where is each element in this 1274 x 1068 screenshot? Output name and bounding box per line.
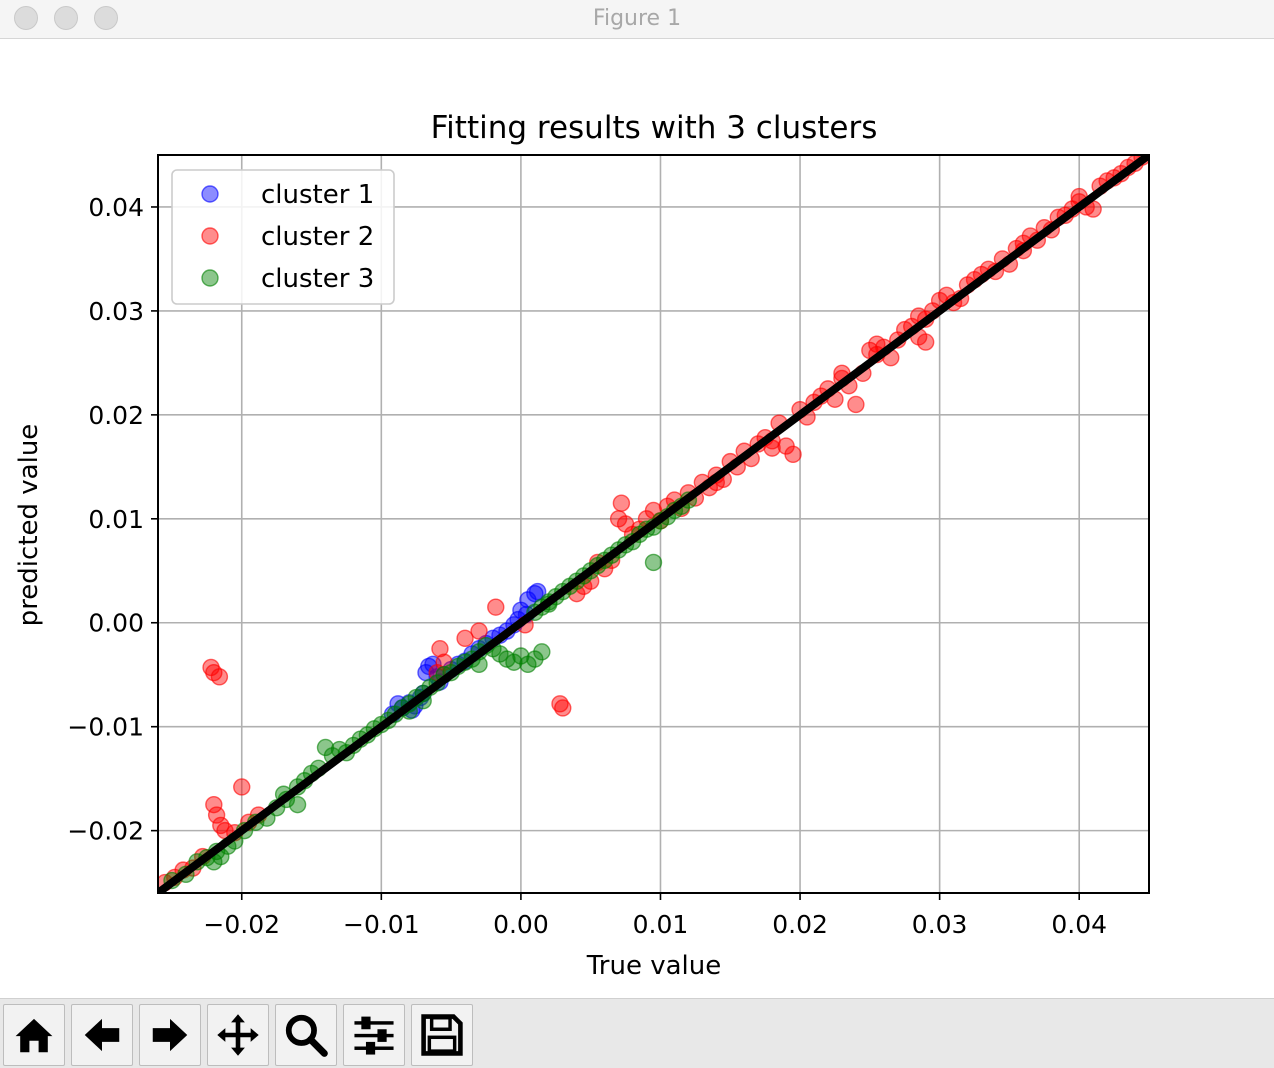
legend-label-cluster-3: cluster 3 xyxy=(261,264,374,294)
x-axis-label: True value xyxy=(586,951,722,981)
close-window-button[interactable] xyxy=(14,6,38,30)
forward-button[interactable] xyxy=(139,1004,201,1066)
scatter-point-cluster-2 xyxy=(868,335,886,353)
scatter-point-cluster-2 xyxy=(847,395,865,414)
home-icon xyxy=(15,1018,53,1053)
legend-marker-cluster-2 xyxy=(201,227,219,245)
save-button[interactable] xyxy=(411,1004,473,1066)
zoom-icon xyxy=(285,1014,328,1057)
y-tick-label: 0.00 xyxy=(88,609,144,638)
scatter-point-cluster-3 xyxy=(533,643,551,661)
scatter-point-cluster-1 xyxy=(526,584,544,603)
home-button[interactable] xyxy=(3,1004,65,1066)
back-button[interactable] xyxy=(71,1004,133,1066)
scatter-point-cluster-2 xyxy=(431,640,449,658)
back-arrow-icon xyxy=(84,1018,120,1052)
y-tick-label: −0.02 xyxy=(67,817,144,846)
figure-canvas: Fitting results with 3 clusters −0.02 −0.… xyxy=(14,110,1150,981)
scatter-point-cluster-2 xyxy=(916,333,935,351)
window-title: Figure 1 xyxy=(592,6,682,31)
x-tick-label: 0.04 xyxy=(1051,910,1107,939)
legend: cluster 1 cluster 2 cluster 3 xyxy=(171,169,395,305)
plot-area: −0.02 −0.01 0.00 0.01 0.02 0.03 0.04 −0.02 −0.01… xyxy=(67,154,1150,939)
y-tick-label: 0.01 xyxy=(88,505,144,534)
pan-icon xyxy=(217,1014,259,1056)
legend-label-cluster-2: cluster 2 xyxy=(261,222,374,252)
legend-marker-cluster-3 xyxy=(201,269,219,287)
scatter-point-cluster-2 xyxy=(456,629,474,648)
scatter-point-cluster-2 xyxy=(207,806,226,824)
y-tick-label: 0.03 xyxy=(88,297,144,326)
y-tick-label: 0.04 xyxy=(88,193,144,222)
legend-marker-cluster-1 xyxy=(201,185,219,203)
scatter-point-cluster-2 xyxy=(487,598,505,616)
minimize-window-button[interactable] xyxy=(54,6,78,30)
scatter-point-cluster-2 xyxy=(470,622,488,640)
scatter-point-cluster-2 xyxy=(210,668,229,686)
x-tick-label: 0.00 xyxy=(493,910,549,939)
scatter-point-cluster-3 xyxy=(505,653,523,671)
legend-box xyxy=(171,169,395,305)
configure-subplots-button[interactable] xyxy=(343,1004,405,1066)
scatter-point-cluster-2 xyxy=(612,494,631,512)
window-titlebar: Figure 1 xyxy=(0,0,1274,39)
scatter-point-cluster-3 xyxy=(288,795,307,814)
x-tick-label: 0.03 xyxy=(912,910,968,939)
x-tick-label: 0.02 xyxy=(772,910,828,939)
chart-title: Fitting results with 3 clusters xyxy=(431,110,878,146)
scatter-point-cluster-2 xyxy=(784,445,802,464)
scatter-point-cluster-2 xyxy=(205,795,223,814)
y-axis-label: predicted value xyxy=(14,424,44,627)
scatter-point-cluster-2 xyxy=(233,778,251,796)
legend-label-cluster-1: cluster 1 xyxy=(261,180,374,210)
x-tick-label: 0.01 xyxy=(633,910,689,939)
forward-arrow-icon xyxy=(152,1018,188,1052)
scatter-point-cluster-2 xyxy=(554,699,572,717)
scatter-point-cluster-3 xyxy=(644,553,663,572)
pan-button[interactable] xyxy=(207,1004,269,1066)
x-tick-label: −0.02 xyxy=(203,910,280,939)
save-icon xyxy=(421,1014,463,1056)
navigation-toolbar xyxy=(0,998,1274,1068)
y-tick-label: −0.01 xyxy=(67,713,144,742)
identity-reference-line xyxy=(158,155,1149,893)
configure-subplots-icon xyxy=(354,1016,394,1055)
zoom-window-button[interactable] xyxy=(94,6,118,30)
axes-frame xyxy=(157,154,1150,894)
y-tick-label: 0.02 xyxy=(88,401,144,430)
zoom-button[interactable] xyxy=(275,1004,337,1066)
x-tick-label: −0.01 xyxy=(343,910,420,939)
